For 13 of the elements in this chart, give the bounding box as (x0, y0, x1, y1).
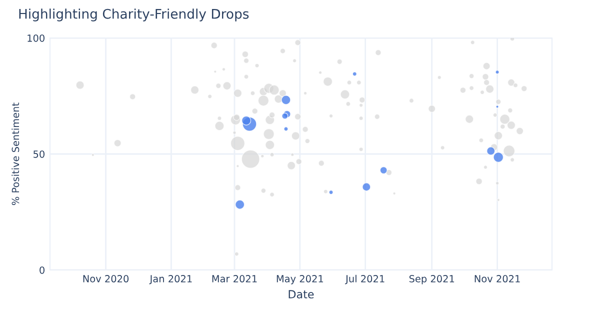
x-tick-label: May 2021 (276, 275, 323, 284)
y-tick-label: 0 (40, 266, 44, 274)
y-tick-label: 100 (28, 34, 44, 42)
y-axis-title: % Positive Sentiment (12, 102, 20, 206)
x-tick-label: Nov 2020 (83, 275, 129, 282)
x-tick-label: Jan 2021 (149, 275, 192, 284)
x-axis-title: Date (288, 290, 314, 298)
y-tick-label: 50 (34, 150, 44, 158)
chart-title: Highlighting Charity-Friendly Drops (19, 8, 249, 22)
x-tick-label: Jul 2021 (345, 274, 384, 284)
x-tick-label: Mar 2021 (212, 275, 257, 282)
x-tick-label: Sep 2021 (409, 275, 454, 284)
x-tick-label: Nov 2021 (474, 275, 520, 282)
